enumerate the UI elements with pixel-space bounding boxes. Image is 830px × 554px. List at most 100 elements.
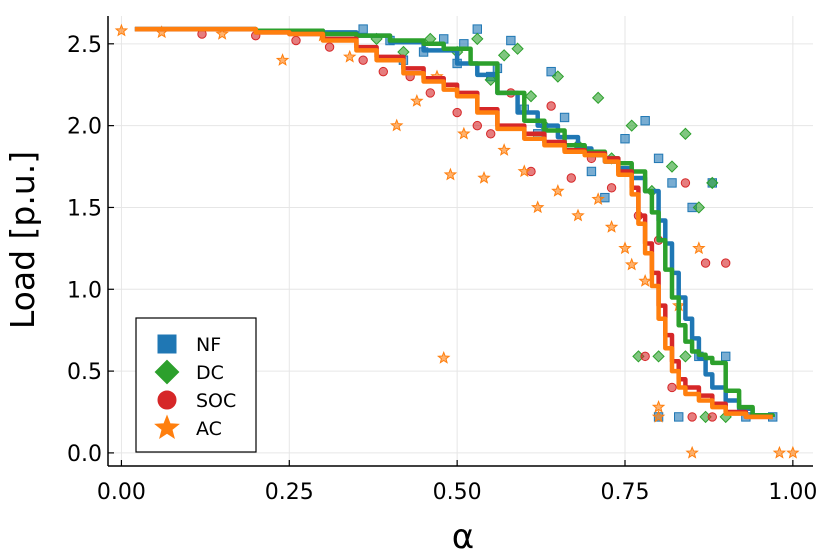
x-tick-label: 0.25: [265, 480, 314, 505]
legend: NF DC SOC AC: [135, 317, 257, 453]
dc-point: [524, 90, 538, 103]
legend-marker-ac: [154, 414, 180, 439]
nf-point: [506, 35, 516, 46]
ac-point: [772, 445, 787, 459]
legend-label-soc: SOC: [196, 390, 236, 412]
ac-point: [625, 257, 639, 271]
y-tick-label: 1.5: [67, 196, 102, 221]
dc-point: [679, 127, 692, 140]
dc-point: [511, 42, 524, 55]
soc-point: [472, 120, 482, 131]
dc-point: [692, 201, 706, 214]
ac-point: [651, 400, 666, 413]
y-tick-label: 1.0: [67, 278, 102, 303]
soc-point: [324, 42, 335, 52]
ac-point: [571, 208, 585, 222]
soc-point: [707, 412, 717, 422]
dc-point: [625, 119, 638, 132]
nf-point: [559, 112, 570, 123]
nf-point: [653, 153, 664, 164]
x-axis-label: α: [452, 517, 474, 554]
nf-point: [358, 24, 368, 34]
ac-line: [134, 26, 773, 420]
soc-point: [721, 258, 731, 268]
dc-point: [591, 91, 605, 104]
ac-point: [517, 164, 531, 178]
ac-point: [457, 126, 471, 140]
series-lines: [134, 26, 775, 420]
y-tick-label: 2.5: [67, 33, 102, 58]
y-tick-label: 0.0: [67, 442, 102, 467]
soc-point: [700, 258, 711, 268]
soc-point: [667, 382, 677, 393]
soc-point: [546, 101, 556, 111]
nf-point: [620, 134, 630, 144]
ac-point: [114, 23, 129, 37]
y-tick-label: 2.0: [67, 115, 102, 140]
ac-point: [786, 445, 800, 459]
soc-point: [291, 35, 301, 46]
x-tick-label: 0.75: [601, 480, 650, 505]
ac-point: [390, 118, 404, 132]
ac-point: [591, 192, 605, 205]
y-tick-label: 0.5: [67, 360, 102, 385]
soc-point: [425, 88, 435, 98]
legend-box: [135, 317, 257, 453]
dc-point: [706, 176, 719, 190]
dc-point: [551, 70, 565, 83]
soc-point: [486, 129, 496, 139]
y-ticks: 0.0 0.5 1.0 1.5 2.0 2.5: [67, 33, 114, 467]
ac-point: [604, 220, 619, 233]
dc-point: [665, 160, 679, 173]
ac-point: [497, 143, 511, 156]
nf-point: [586, 166, 597, 177]
nf-point: [472, 24, 482, 34]
x-tick-label: 0.50: [433, 480, 482, 505]
soc-point: [606, 183, 617, 193]
series-points: [114, 23, 800, 459]
x-tick-label: 1.00: [768, 480, 817, 505]
dc-point: [497, 49, 511, 62]
soc-point: [566, 173, 576, 183]
dc-point: [679, 350, 692, 363]
ac-point: [437, 350, 451, 364]
soc-point: [378, 66, 388, 77]
ac-point: [685, 445, 699, 459]
nf-point: [721, 351, 731, 362]
ac-point: [343, 49, 357, 63]
ac-point: [638, 274, 652, 287]
legend-marker-soc: [157, 390, 177, 410]
y-axis-label: Load [p.u.]: [3, 151, 42, 329]
ac-point: [531, 200, 545, 214]
ac-point: [215, 26, 229, 40]
soc-point: [687, 412, 697, 422]
soc-point: [640, 351, 650, 362]
soc-point: [680, 178, 691, 188]
dc-line: [134, 26, 775, 418]
dc-point: [652, 350, 665, 363]
nf-point: [546, 66, 556, 77]
ac-point: [477, 170, 491, 184]
nf-point: [640, 116, 650, 126]
legend-marker-nf: [157, 334, 177, 354]
soc-point: [358, 55, 368, 65]
ac-point: [692, 241, 706, 255]
legend-marker-dc: [154, 359, 180, 385]
nf-point: [674, 412, 684, 422]
ac-point: [618, 241, 632, 255]
ac-point: [410, 94, 424, 107]
x-tick-label: 0.00: [97, 480, 146, 505]
soc-point: [452, 107, 462, 118]
ac-point: [651, 409, 666, 423]
ac-point: [551, 184, 565, 197]
dc-point: [471, 32, 484, 46]
legend-label-dc: DC: [196, 362, 224, 384]
nf-point: [667, 178, 677, 188]
ac-point: [275, 53, 290, 66]
x-ticks: 0.00 0.25 0.50 0.75 1.00: [97, 460, 817, 505]
axes: [107, 16, 813, 467]
legend-label-ac: AC: [196, 418, 222, 440]
ac-point: [443, 167, 458, 181]
